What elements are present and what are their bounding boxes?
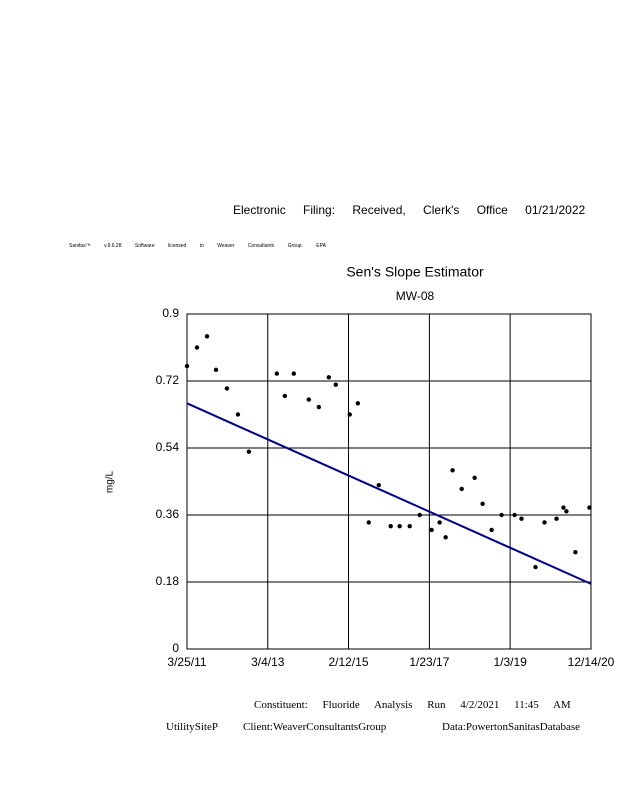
data-point: [554, 516, 559, 521]
data-point: [459, 486, 464, 492]
y-tick-label: 0.72: [156, 373, 180, 387]
y-tick-label: 0.9: [162, 306, 179, 320]
data-point: [519, 516, 524, 521]
data-point: [437, 520, 442, 525]
data-point: [333, 382, 338, 387]
y-tick-label: 0.18: [156, 574, 180, 588]
data-point: [573, 550, 578, 555]
trend-line: [186, 402, 592, 585]
footer-site: UtilitySiteP: [166, 721, 218, 733]
data-point: [213, 367, 219, 373]
data-point: [274, 371, 280, 376]
data-point: [472, 475, 477, 480]
data-point: [194, 345, 200, 350]
data-point: [347, 412, 352, 417]
data-point: [429, 527, 434, 533]
data-point: [316, 404, 322, 410]
y-tick-label: 0: [172, 641, 179, 655]
data-point: [204, 334, 210, 339]
license-line: Sanitas™ v.9.6.28 Software licensed to W…: [69, 243, 326, 249]
data-point: [388, 523, 393, 529]
filing-stamp: Electronic Filing: Received, Clerk's Off…: [233, 203, 586, 217]
data-point: [561, 505, 566, 510]
data-point: [282, 393, 288, 399]
data-point: [291, 371, 297, 376]
footer-client: Client:WeaverConsultantsGroup: [243, 721, 387, 733]
data-point: [306, 397, 312, 402]
data-point: [376, 483, 381, 488]
plot-frame: [186, 313, 592, 650]
data-point: [355, 401, 361, 406]
x-tick-label: 3/4/13: [251, 655, 285, 669]
chart-title: Sen's Slope Estimator: [346, 264, 484, 280]
data-point: [397, 523, 402, 529]
data-point: [564, 509, 569, 514]
chart-subtitle: MW-08: [396, 289, 435, 303]
data-point: [407, 523, 412, 529]
data-point: [224, 386, 230, 391]
data-point: [533, 564, 538, 570]
data-point: [499, 512, 504, 518]
data-point: [443, 535, 448, 540]
data-point: [246, 449, 252, 454]
x-tick-label: 1/23/17: [409, 655, 449, 669]
data-point: [184, 363, 190, 369]
x-tick-label: 2/12/15: [328, 655, 368, 669]
footer-data: Data:PowertonSanitasDatabase: [442, 721, 581, 733]
y-tick-label: 0.36: [156, 507, 180, 521]
data-point: [489, 527, 494, 533]
data-point: [235, 412, 241, 417]
data-point: [542, 520, 547, 525]
x-tick-label: 1/3/19: [493, 655, 527, 669]
data-point: [587, 505, 592, 510]
data-point: [450, 468, 455, 473]
footer-line: Constituent: Fluoride Analysis Run 4/2/2…: [254, 699, 571, 711]
data-point: [512, 512, 517, 518]
data-point: [366, 520, 371, 525]
x-tick-label: 3/25/11: [167, 655, 206, 669]
y-tick-label: 0.54: [156, 440, 180, 454]
y-axis-label: mg/L: [105, 470, 116, 493]
data-point: [326, 375, 332, 380]
x-tick-label: 12/14/20: [568, 655, 615, 669]
data-point: [480, 501, 485, 507]
data-point: [417, 512, 422, 518]
